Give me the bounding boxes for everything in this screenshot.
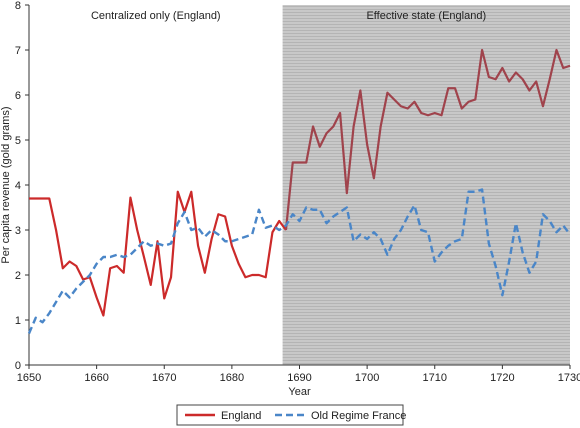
x-tick-label: 1720 <box>490 372 514 384</box>
y-tick-label: 2 <box>15 270 21 282</box>
region-label-0: Centralized only (England) <box>91 10 221 22</box>
x-axis-title: Year <box>288 386 311 398</box>
y-tick-label: 7 <box>15 45 21 57</box>
series-line-0-part-1 <box>284 48 571 231</box>
shaded-region <box>282 5 570 365</box>
x-tick-label: 1680 <box>220 372 244 384</box>
chart-series <box>27 48 571 334</box>
y-axis-title: Per capita revenue (gold grams) <box>0 106 12 263</box>
x-tick-label: 1710 <box>423 372 447 384</box>
y-tick-label: 3 <box>15 225 21 237</box>
chart-axes <box>25 4 571 369</box>
y-tick-label: 0 <box>15 360 21 372</box>
chart-tick-labels: 1650 1660 1670 1680 1690 1700 1710 1720 1730 0 1 2 3… <box>15 0 580 384</box>
x-tick-label: 1670 <box>152 372 176 384</box>
legend-label-1: Old Regime France <box>311 410 406 422</box>
x-tick-label: 1700 <box>355 372 379 384</box>
y-tick-label: 1 <box>15 315 21 327</box>
region-label-1: Effective state (England) <box>366 10 486 22</box>
chart-regions: Centralized only (England) Effective stat… <box>91 5 570 365</box>
series-line-0-part-0 <box>29 190 287 317</box>
x-tick-label: 1730 <box>558 372 580 384</box>
y-tick-label: 6 <box>15 90 21 102</box>
series-line-1 <box>27 188 571 334</box>
x-tick-label: 1690 <box>287 372 311 384</box>
x-tick-label: 1660 <box>84 372 108 384</box>
chart-legend: England Old Regime France <box>176 404 406 426</box>
legend-label-0: England <box>221 410 261 422</box>
y-tick-label: 5 <box>15 135 21 147</box>
x-tick-label: 1650 <box>17 372 41 384</box>
y-tick-label: 8 <box>15 0 21 12</box>
y-tick-label: 4 <box>15 180 21 192</box>
